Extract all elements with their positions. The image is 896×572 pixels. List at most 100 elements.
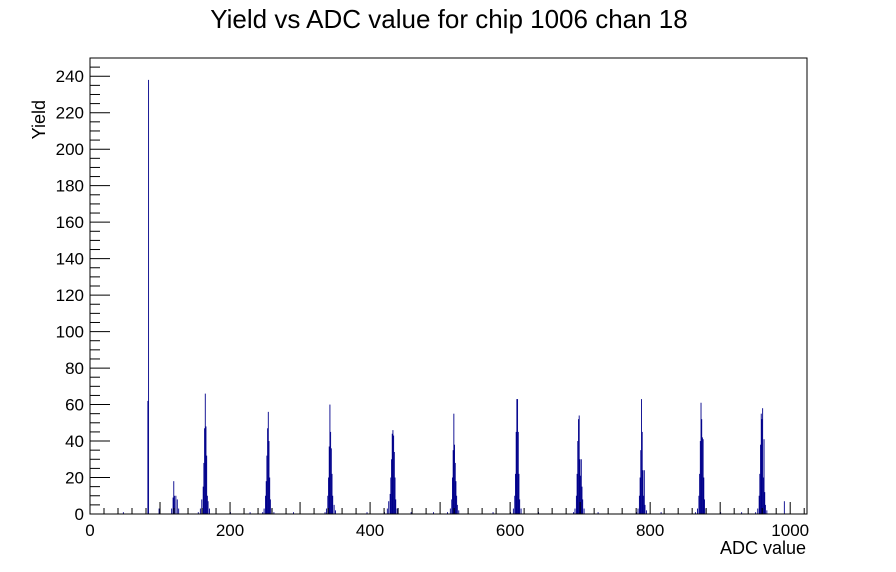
histogram-bin: [263, 508, 265, 514]
histogram-bin: [698, 495, 700, 514]
histogram-bin: [201, 499, 203, 514]
histogram-bin: [395, 499, 397, 514]
histogram-bin: [762, 477, 764, 514]
histogram-bin: [517, 431, 519, 514]
y-tick-label: 100: [56, 323, 84, 342]
y-tick-label: 240: [56, 67, 84, 86]
histogram-bin: [205, 426, 207, 514]
histogram-bin: [451, 499, 453, 514]
histogram-bin: [760, 444, 761, 514]
histogram-bin: [701, 419, 703, 514]
histogram-bin: [410, 512, 412, 514]
histogram-bin: [207, 501, 209, 514]
histogram-bin: [327, 495, 329, 514]
histogram-bin: [516, 399, 518, 514]
histogram-bin: [783, 501, 785, 514]
histogram-bin: [453, 413, 455, 514]
chart-title: Yield vs ADC value for chip 1006 chan 18: [210, 4, 687, 34]
histogram-bin: [641, 399, 642, 514]
histogram-bin: [174, 495, 175, 514]
histogram-bin: [452, 450, 454, 514]
histogram-bin: [386, 508, 388, 514]
histogram-bin: [293, 512, 294, 514]
histogram-bin: [206, 495, 208, 514]
histogram-bin: [699, 441, 701, 514]
x-tick-label: 400: [356, 521, 384, 540]
histogram-bin: [580, 475, 582, 514]
histogram-bin: [643, 470, 645, 514]
y-tick-label: 60: [65, 396, 84, 415]
histogram-bin: [447, 512, 448, 514]
histogram-bin: [741, 512, 743, 514]
histogram-bin: [699, 473, 701, 514]
histogram-bin: [330, 448, 332, 514]
histogram-bin: [268, 441, 270, 514]
histogram-bin: [660, 512, 662, 514]
histogram-bin: [764, 504, 766, 514]
histogram-bin: [262, 512, 264, 514]
histogram-bin: [520, 508, 522, 514]
histogram-bin: [173, 481, 175, 514]
histogram-bin: [394, 477, 396, 514]
y-tick-label: 20: [65, 469, 84, 488]
histogram-bin: [458, 510, 460, 514]
histogram-bin: [454, 444, 455, 514]
histogram-bin: [637, 508, 639, 514]
histogram-bin: [519, 499, 521, 514]
histogram-bin: [645, 510, 647, 514]
histogram-bin: [704, 499, 705, 514]
histogram-bin: [755, 512, 757, 514]
histogram-bin: [518, 473, 520, 514]
histogram-bin: [148, 79, 150, 514]
y-tick-label: 140: [56, 250, 84, 269]
histogram-bin: [389, 493, 391, 514]
histogram-bin: [452, 477, 453, 514]
histogram-bin: [492, 512, 494, 514]
histogram-bin: [762, 408, 764, 514]
histogram-bin: [764, 492, 766, 514]
histogram-bin: [449, 508, 451, 514]
histogram-bin: [517, 399, 519, 514]
histogram-bin: [759, 473, 761, 514]
y-tick-label: 120: [56, 286, 84, 305]
histogram-bin: [456, 495, 458, 514]
histogram-bin: [573, 512, 575, 514]
histogram-bin: [391, 459, 392, 514]
histogram-bin: [176, 499, 178, 514]
histogram-bin: [335, 510, 336, 514]
histogram-bin: [515, 473, 516, 514]
x-tick-label: 0: [85, 521, 94, 540]
histogram-bin: [266, 455, 268, 514]
histogram-bin: [203, 462, 205, 514]
histogram-bin: [757, 508, 759, 514]
histogram-bin: [640, 450, 642, 514]
histogram-bin: [643, 495, 645, 514]
y-tick-label: 0: [75, 505, 84, 524]
histogram-bin: [392, 430, 394, 514]
histogram-bin: [178, 508, 180, 514]
histogram-bin: [172, 497, 174, 514]
y-tick-label: 80: [65, 359, 84, 378]
histogram-bin: [579, 459, 581, 514]
histogram-bin: [433, 512, 434, 514]
histogram-bin: [582, 499, 584, 514]
histogram-bin: [390, 477, 392, 514]
histogram-bin: [644, 504, 646, 514]
histogram-bin: [639, 477, 641, 514]
histogram-bin: [147, 400, 149, 514]
histogram-bin: [575, 495, 577, 514]
histogram-bin: [388, 501, 390, 514]
histogram-bin: [763, 439, 765, 514]
y-tick-label: 160: [56, 213, 84, 232]
y-tick-label: 180: [56, 177, 84, 196]
histogram-bin: [331, 473, 333, 514]
histogram-bin: [700, 402, 702, 514]
histogram-bin: [578, 419, 579, 514]
histogram-bin: [512, 508, 514, 514]
histogram-bin: [332, 495, 334, 514]
histogram-bin: [333, 504, 335, 514]
histogram-bin: [267, 411, 269, 514]
histogram-bin: [393, 451, 395, 514]
